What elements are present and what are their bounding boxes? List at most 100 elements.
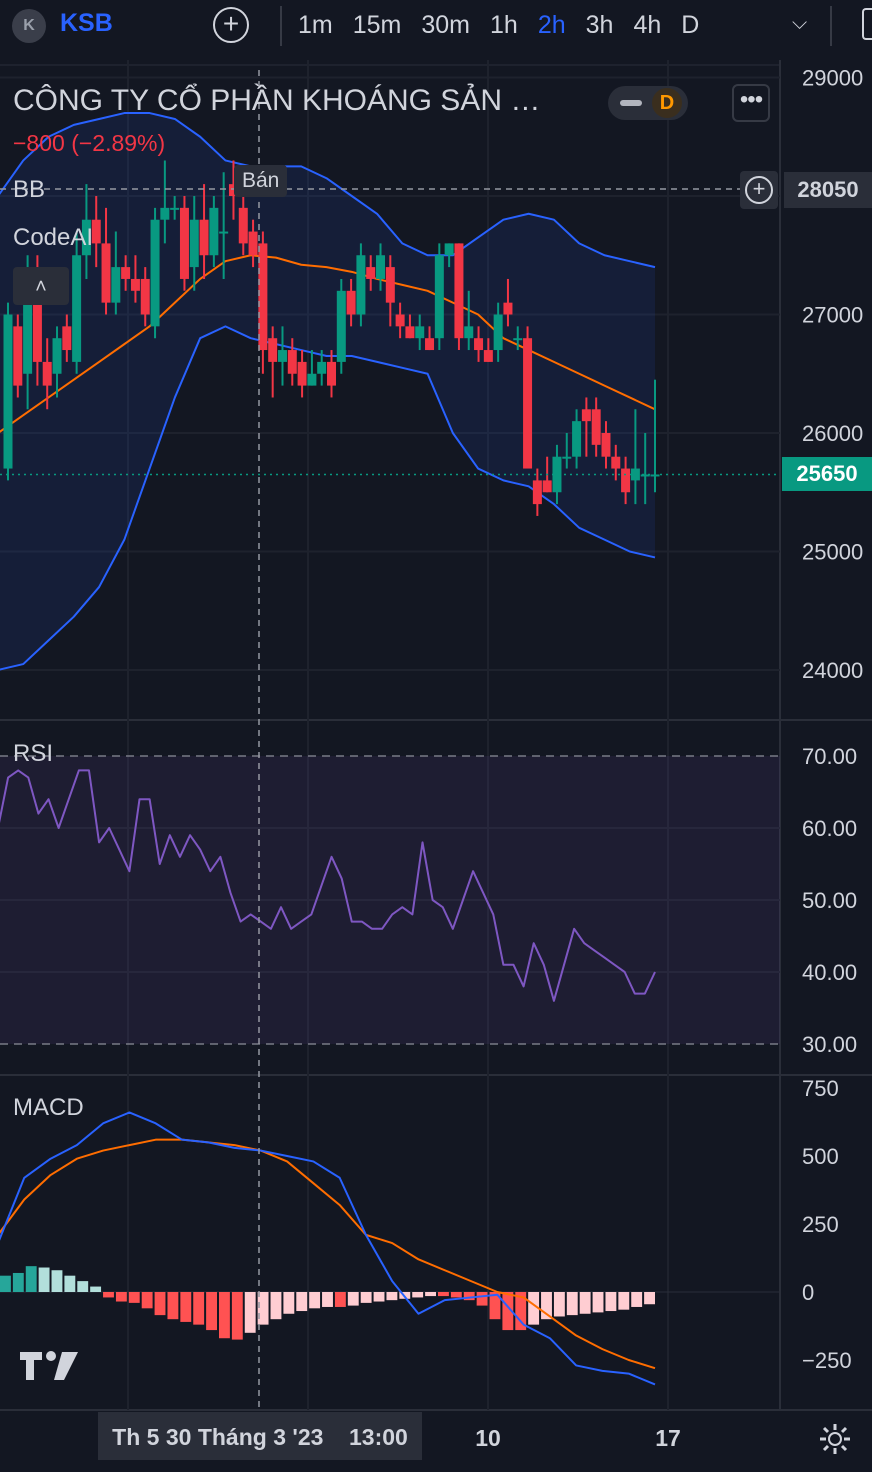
interval-1m[interactable]: 1m (298, 11, 333, 39)
candle-body (327, 361, 336, 386)
symbol-badge[interactable]: K (12, 9, 46, 43)
candle-body (179, 207, 189, 279)
macd-signal-line (0, 1138, 656, 1370)
panel-edge-icon[interactable] (862, 8, 872, 40)
candle-body (317, 361, 327, 374)
candle-body (385, 267, 395, 303)
toolbar-divider (830, 6, 832, 46)
candle-body (395, 314, 405, 327)
session-toggle[interactable]: D (608, 86, 688, 120)
macd-histogram-bar (605, 1292, 617, 1312)
symbol-name[interactable]: KSB (60, 9, 113, 37)
macd-histogram-bar (193, 1292, 205, 1325)
interval-15m[interactable]: 15m (352, 11, 402, 39)
candle-body (493, 314, 503, 351)
macd-histogram-bar (64, 1275, 76, 1292)
candle-body (523, 338, 533, 469)
macd-histogram-bar (322, 1292, 333, 1307)
candle-body (336, 290, 346, 362)
macd-histogram-bar (219, 1292, 230, 1339)
candle-body (189, 219, 199, 268)
interval-2h[interactable]: 2h (537, 11, 566, 39)
candle-body (425, 338, 435, 351)
macd-histogram-bar (257, 1292, 269, 1325)
candle-body (297, 361, 307, 386)
price-axis-label: 24000 (802, 658, 863, 683)
candle-body (52, 338, 62, 374)
indicator-codeai-label[interactable]: CodeAI (13, 224, 94, 251)
macd-axis-label: 500 (802, 1144, 839, 1169)
interval-D[interactable]: D (681, 11, 700, 39)
candle-body (62, 326, 72, 351)
chevron-down-icon[interactable]: ⌵ (792, 12, 808, 34)
more-button[interactable]: ••• (732, 84, 770, 122)
candle-body (287, 350, 297, 374)
interval-3h[interactable]: 3h (585, 11, 614, 39)
macd-histogram-bar (167, 1292, 179, 1320)
candle-body (601, 433, 611, 457)
macd-histogram-bar (244, 1292, 256, 1333)
macd-histogram-bar (618, 1292, 630, 1310)
macd-histogram-bar (528, 1292, 540, 1325)
candle-body (572, 421, 582, 457)
macd-histogram-bar (386, 1292, 398, 1301)
macd-label[interactable]: MACD (13, 1094, 84, 1121)
macd-histogram-bar (360, 1292, 372, 1303)
candle-body (444, 243, 454, 256)
interval-list: 1m 15m 30m 1h 2h 3h 4h D (288, 8, 709, 42)
macd-histogram-bar (450, 1292, 462, 1298)
candle-body (542, 480, 552, 493)
macd-histogram-bar (115, 1292, 127, 1302)
interval-4h[interactable]: 4h (633, 11, 662, 39)
candle-body (405, 326, 415, 339)
macd-histogram-bar (541, 1292, 552, 1320)
bb-lower-line (0, 325, 656, 671)
rsi-axis-label: 70.00 (802, 744, 857, 769)
plus-icon: + (745, 176, 773, 204)
add-symbol-button[interactable]: + (213, 7, 249, 43)
candle-body (160, 207, 170, 220)
macd-histogram-bar (270, 1292, 282, 1320)
indicator-bb-label[interactable]: BB (13, 176, 46, 203)
macd-histogram-bar (502, 1292, 514, 1331)
interval-1h[interactable]: 1h (490, 11, 518, 39)
candle-body (366, 267, 376, 279)
candle-body (346, 290, 356, 315)
candle-body (454, 243, 464, 339)
candle-body (248, 231, 258, 256)
macd-histogram-bar (77, 1281, 89, 1292)
candle-body (3, 314, 13, 469)
candle-body (258, 243, 268, 351)
rsi-line (0, 769, 656, 1002)
rsi-axis-label: 50.00 (802, 888, 857, 913)
macd-histogram-bar (347, 1292, 359, 1306)
macd-histogram-bar (309, 1292, 321, 1309)
macd-histogram-bar (103, 1292, 114, 1298)
candle-body (415, 326, 425, 339)
macd-axis-label: −250 (802, 1348, 852, 1373)
macd-histogram-bar (476, 1292, 488, 1306)
macd-histogram-bar (12, 1272, 24, 1292)
candle-body (630, 468, 640, 481)
macd-histogram-bar (553, 1292, 565, 1317)
macd-histogram-bar (128, 1292, 140, 1303)
candle-body (111, 267, 121, 303)
interval-30m[interactable]: 30m (421, 11, 471, 39)
last-price-tag: 25650 (782, 457, 872, 491)
candle-body (434, 255, 444, 339)
candle-body (23, 278, 33, 374)
price-axis-label: 29000 (802, 66, 863, 91)
price-axis-label: 27000 (802, 303, 863, 328)
candle-body (13, 326, 23, 386)
macd-histogram-bar (296, 1292, 308, 1312)
rsi-label[interactable]: RSI (13, 740, 54, 767)
candle-body (42, 361, 52, 386)
add-alert-button[interactable]: + (740, 171, 778, 209)
macd-histogram-bar (154, 1292, 166, 1316)
bb-basis-line (0, 254, 656, 433)
settings-gear-icon[interactable] (818, 1422, 852, 1461)
collapse-indicators-button[interactable]: ˄ (13, 267, 69, 305)
candle-body (483, 350, 493, 362)
macd-histogram-bar (51, 1270, 63, 1292)
